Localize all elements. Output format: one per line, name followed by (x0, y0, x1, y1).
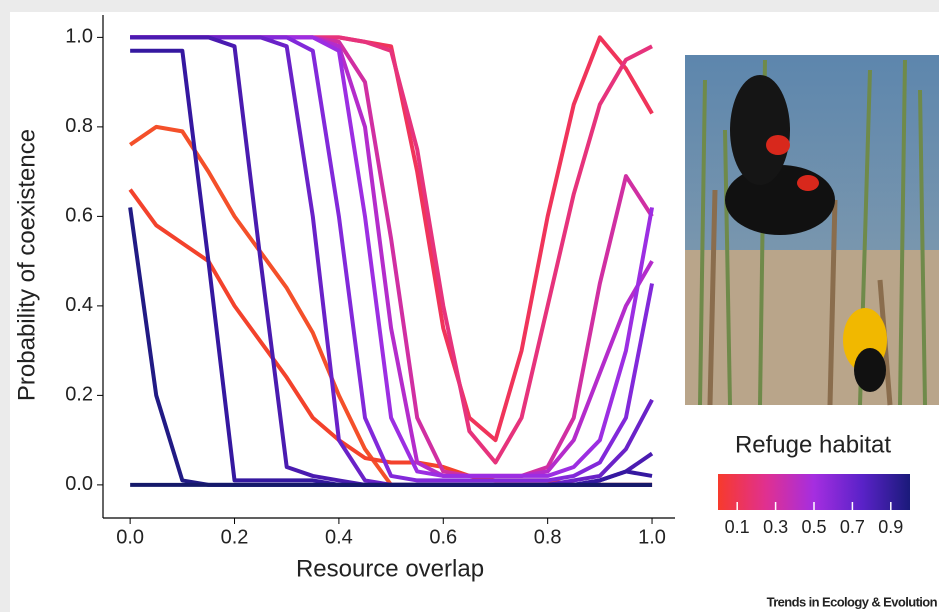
y-tick-label: 1.0 (65, 26, 93, 48)
x-tick-label: 1.0 (638, 526, 666, 548)
colorbar-title: Refuge habitat (735, 431, 891, 458)
x-tick-label: 0.6 (429, 526, 457, 548)
source: Trends in Ecology & Evolution (767, 594, 938, 609)
x-tick-label: 0.0 (116, 526, 144, 548)
y-axis-title: Probability of coexistence (13, 129, 40, 401)
colorbar-tick-label: 0.1 (725, 517, 750, 537)
x-tick-label: 0.2 (221, 526, 249, 548)
colorbar-tick-label: 0.9 (878, 517, 903, 537)
colorbar-tick-label: 0.5 (801, 517, 826, 537)
colorbar-tick-label: 0.7 (840, 517, 865, 537)
y-tick-label: 0.6 (65, 205, 93, 227)
y-tick-label: 0.4 (65, 294, 93, 316)
y-tick-label: 0.8 (65, 115, 93, 137)
x-axis-title: Resource overlap (296, 555, 484, 582)
x-tick-label: 0.8 (534, 526, 562, 548)
colorbar-tick-label: 0.3 (763, 517, 788, 537)
y-tick-label: 0.2 (65, 384, 93, 406)
y-tick-label: 0.0 (65, 473, 93, 495)
photo (685, 55, 939, 406)
x-tick-label: 0.4 (325, 526, 353, 548)
